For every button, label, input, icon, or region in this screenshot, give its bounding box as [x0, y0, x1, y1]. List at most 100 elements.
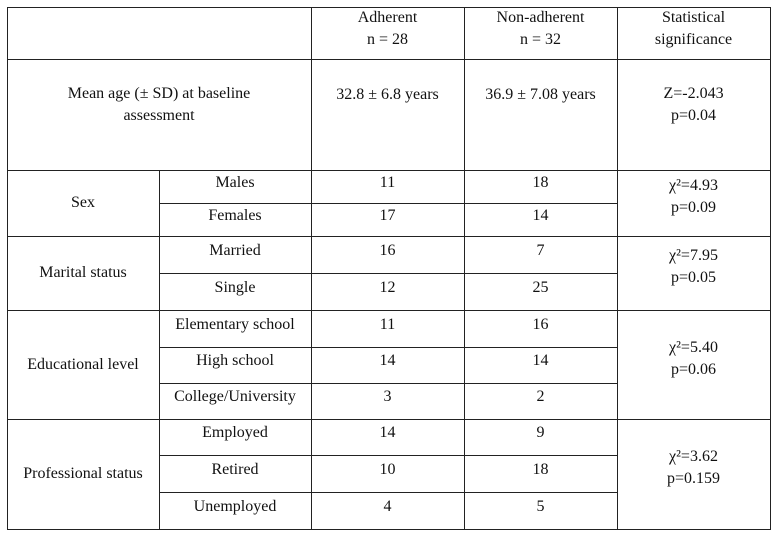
cell: 12	[311, 269, 464, 306]
rule	[159, 170, 160, 530]
rule	[159, 492, 618, 493]
cell: 16	[311, 232, 464, 269]
row-label: Females	[159, 199, 311, 232]
cell: χ²=3.62 p=0.159	[617, 413, 770, 523]
rule	[7, 170, 771, 171]
row-label: Single	[159, 269, 311, 306]
row-label: Unemployed	[159, 488, 311, 525]
cell: 18	[464, 451, 617, 488]
rule	[617, 7, 618, 530]
rule	[7, 419, 771, 420]
cell-text: 10	[379, 460, 396, 478]
header-cell: Non-adherent n = 32	[464, 7, 617, 50]
cell: χ²=4.93 p=0.09	[617, 164, 770, 230]
cell-text: χ²=4.93	[669, 177, 718, 194]
cell: 14	[464, 199, 617, 232]
cell-text: Educational level	[27, 355, 139, 373]
cell-text: n = 32	[519, 30, 562, 48]
rule	[770, 7, 771, 530]
cell-text: College/University	[174, 388, 296, 405]
cell: 17	[311, 199, 464, 232]
rule	[7, 529, 771, 530]
cell: 14	[311, 415, 464, 451]
rule	[7, 7, 771, 8]
cell: χ²=7.95 p=0.05	[617, 230, 770, 304]
cell-text: 16	[532, 315, 549, 333]
cell-text: High school	[196, 352, 274, 369]
cell-text: 7	[536, 241, 545, 259]
cell: 3	[311, 379, 464, 415]
cell: 14	[311, 343, 464, 379]
cell-text: Z=-2.043	[663, 84, 724, 102]
cell: 10	[311, 451, 464, 488]
row-label: Mean age (± SD) at baseline assessment	[37, 59, 281, 150]
rule	[311, 7, 312, 530]
cell-text: Employed	[202, 424, 268, 441]
cell-text: Single	[214, 278, 256, 296]
cell-text: Marital status	[39, 264, 127, 281]
cell-text: 14	[532, 352, 549, 369]
cell-text: 12	[379, 278, 396, 296]
cell: 25	[464, 269, 617, 306]
cell-text: 5	[536, 497, 545, 515]
cell-text: Professional status	[23, 465, 143, 482]
rule	[159, 203, 618, 204]
rule	[7, 236, 771, 237]
row-label: Elementary school	[159, 306, 311, 343]
cell-text: 4	[383, 497, 392, 515]
cell-text: Males	[215, 173, 255, 191]
cell-text: χ²=3.62	[669, 448, 718, 465]
cell: 32.8 ± 6.8 years	[311, 59, 464, 130]
cell-text: 25	[532, 278, 549, 296]
cell: 4	[311, 488, 464, 525]
cell: 11	[311, 166, 464, 199]
cell-text: 17	[379, 206, 396, 224]
cell-text: Females	[208, 206, 262, 224]
cell: 2	[464, 379, 617, 415]
row-label: College/University	[159, 379, 311, 415]
cell-text: Adherent	[357, 8, 418, 26]
cell-text: Retired	[211, 460, 259, 478]
rule	[159, 347, 618, 348]
group-label: Sex	[7, 170, 159, 236]
cell-text: 14	[379, 424, 396, 441]
group-label: Marital status	[7, 236, 159, 310]
cell-text: 11	[379, 173, 396, 191]
row-label: High school	[159, 343, 311, 379]
cell-text: Unemployed	[193, 497, 277, 515]
cell-text: p=0.04	[670, 106, 717, 124]
header-cell: Adherent n = 28	[311, 7, 464, 50]
cell: 11	[311, 306, 464, 343]
cell-text: 32.8 ± 6.8 years	[336, 85, 439, 103]
rule	[7, 310, 771, 311]
cell-text: 18	[532, 173, 549, 191]
row-label: Married	[159, 232, 311, 269]
rule	[159, 383, 618, 384]
cell-text: 3	[383, 388, 392, 405]
cell-text: p=0.05	[670, 269, 717, 286]
row-label: Retired	[159, 451, 311, 488]
cell-text: 9	[536, 424, 545, 441]
cell-text: 36.9 ± 7.08 years	[485, 85, 596, 103]
row-label: Employed	[159, 415, 311, 451]
rule	[7, 7, 8, 530]
cell-text: p=0.159	[666, 470, 721, 487]
cell-text: 11	[379, 315, 396, 333]
rule	[464, 7, 465, 530]
cell-text: 14	[532, 206, 549, 224]
cell-text: 16	[379, 241, 396, 259]
cell-text: Non-adherent	[496, 8, 585, 26]
cell: 5	[464, 488, 617, 525]
header-cell: Statistical significance	[637, 7, 750, 50]
cell-text: 14	[379, 352, 396, 369]
cell: 16	[464, 306, 617, 343]
cell-text: 18	[532, 460, 549, 478]
cell-text: p=0.09	[670, 199, 717, 216]
cell: χ²=5.40 p=0.06	[617, 304, 770, 413]
cell: 7	[464, 232, 617, 269]
group-label: Professional status	[7, 419, 159, 529]
cell: 14	[464, 343, 617, 379]
cell-text: 2	[536, 388, 545, 405]
cell-text: Elementary school	[175, 315, 295, 333]
